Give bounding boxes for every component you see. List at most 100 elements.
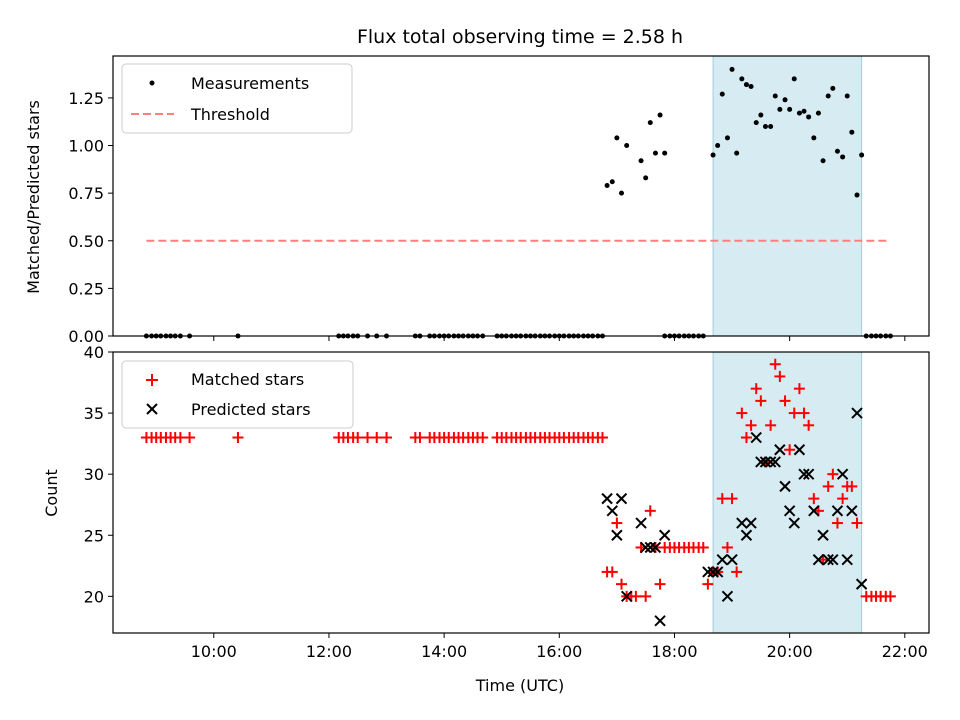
predicted-star-point [658, 529, 671, 541]
bottom-legend: Matched stars Predicted stars [121, 360, 354, 429]
measurement-point [647, 120, 653, 126]
measurement-point [758, 112, 764, 118]
matched-star-point [745, 419, 757, 431]
measurement-point [777, 106, 783, 112]
predicted-star-point [769, 456, 781, 468]
measurement-point [734, 150, 740, 156]
predicted-star-point [654, 615, 666, 627]
measurement-point [787, 106, 793, 112]
measurement-point [715, 143, 721, 149]
measurement-point [724, 135, 730, 141]
predicted-star-point [764, 456, 777, 468]
matched-star-point [630, 590, 642, 602]
legend-measurements-marker [149, 80, 155, 86]
bottom-highlight-span [712, 351, 863, 634]
matched-star-point [822, 480, 834, 492]
matched-stars-series [140, 358, 896, 602]
measurement-point [618, 190, 624, 196]
legend-threshold-label: Threshold [190, 105, 270, 124]
measurement-point [815, 110, 821, 116]
measurement-point [840, 154, 846, 160]
top-y-tick-label: 0.25 [68, 279, 104, 298]
predicted-star-point [740, 529, 753, 541]
matched-star-point [414, 432, 426, 444]
measurement-point [811, 135, 817, 141]
matched-star-point [702, 578, 714, 590]
measurement-point [729, 66, 735, 72]
top-legend: Measurements Threshold [121, 63, 353, 134]
top-plot-frame [112, 55, 930, 337]
bottom-y-tick-label: 30 [84, 465, 104, 484]
measurement-point [657, 112, 663, 118]
x-axis-label: Time (UTC) [475, 676, 564, 695]
matched-star-point [232, 432, 244, 444]
predicted-star-point [745, 517, 757, 529]
measurement-point [834, 148, 840, 154]
matched-star-point [606, 566, 618, 578]
matched-star-point [740, 432, 752, 444]
matched-star-point [784, 444, 796, 456]
matched-star-point [803, 419, 815, 431]
measurement-point [830, 85, 836, 91]
measurement-point [614, 135, 620, 141]
matched-star-point [716, 493, 728, 505]
measurement-point [739, 76, 745, 82]
top-y-axis-label: Matched/Predicted stars [24, 100, 43, 294]
measurement-point [753, 120, 759, 126]
measurement-point [719, 91, 725, 97]
predicted-star-point [851, 407, 863, 419]
top-y-tick-label: 0.00 [68, 327, 104, 346]
top-y-tick-label: 1.00 [68, 137, 104, 156]
matched-star-point [654, 578, 666, 590]
predicted-star-point [841, 553, 853, 566]
predicted-star-point [783, 505, 796, 517]
matched-star-point [611, 517, 623, 529]
predicted-star-point [601, 492, 613, 505]
top-panel: Flux total observing time = 2.58 h 0.000… [24, 26, 930, 346]
legend-matched-label: Matched stars [191, 370, 304, 389]
matched-star-point [765, 419, 777, 431]
legend-predicted-marker [146, 403, 158, 415]
predicted-star-point [827, 553, 839, 566]
predicted-star-point [721, 590, 734, 603]
x-tick-label: 10:00 [191, 642, 237, 661]
measurement-point [638, 158, 644, 164]
bottom-y-tick-label: 20 [84, 587, 104, 606]
matched-star-point [184, 432, 196, 444]
measurement-point [609, 179, 615, 185]
measurement-point [796, 110, 802, 116]
measurement-point [806, 114, 812, 120]
predicted-star-point [817, 529, 829, 541]
x-tick-label: 22:00 [882, 642, 928, 661]
predicted-star-point [611, 529, 623, 541]
predicted-star-point [726, 553, 738, 566]
predicted-star-point [808, 505, 820, 517]
matched-star-point [381, 432, 393, 444]
measurement-point [743, 82, 749, 88]
measurement-point [801, 108, 807, 114]
predicted-star-point [812, 553, 825, 566]
matched-star-point [362, 432, 374, 444]
top-y-axis: 0.00 0.25 0.50 0.75 1.00 1.25 [68, 89, 113, 346]
x-tick-label: 20:00 [767, 642, 813, 661]
matched-star-point [788, 407, 800, 419]
predicted-star-point [649, 541, 662, 554]
predicted-star-point [822, 553, 834, 566]
matched-star-point [477, 432, 489, 444]
matched-star-point [371, 432, 383, 444]
matched-star-point [846, 480, 858, 492]
matched-star-point [615, 578, 627, 590]
matched-star-point [831, 517, 843, 529]
predicted-star-point [620, 590, 633, 603]
x-tick-label: 14:00 [421, 642, 467, 661]
predicted-star-point [736, 517, 748, 529]
x-tick-label: 12:00 [306, 642, 352, 661]
x-tick-label: 18:00 [651, 642, 697, 661]
predicted-star-point [759, 456, 772, 468]
predicted-star-point [793, 444, 806, 456]
predicted-star-point [831, 505, 844, 517]
bottom-legend-box [121, 360, 354, 429]
predicted-star-point [836, 468, 849, 480]
measurement-point [844, 93, 850, 99]
matched-star-point [779, 395, 791, 407]
